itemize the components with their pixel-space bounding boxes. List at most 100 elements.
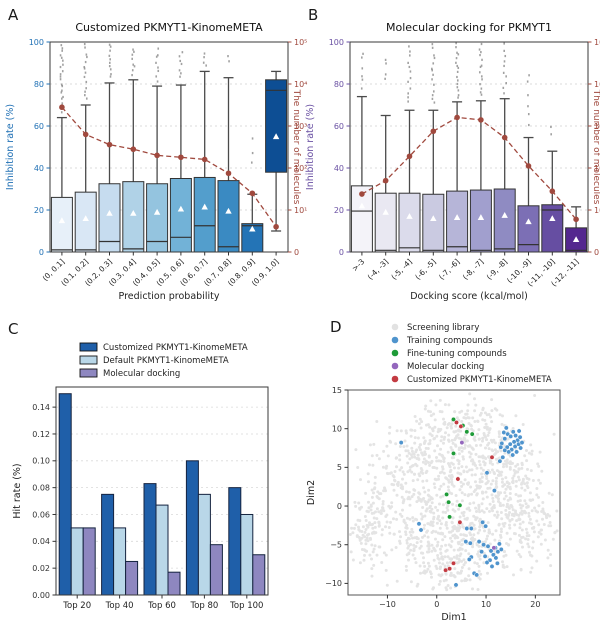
screening-point <box>460 409 464 413</box>
screening-point <box>471 416 475 420</box>
screening-point <box>434 505 438 509</box>
screening-point <box>452 484 456 488</box>
training-point <box>474 572 480 578</box>
screening-point <box>416 453 420 457</box>
screening-point <box>485 537 489 541</box>
screening-point <box>504 487 508 491</box>
screening-point <box>541 501 545 504</box>
y-tick-label: 40 <box>334 164 344 173</box>
screening-point <box>497 470 501 474</box>
screening-point <box>500 517 504 521</box>
screening-point <box>447 433 451 437</box>
screening-point <box>428 506 432 509</box>
screening-point <box>458 554 462 558</box>
screening-point <box>379 509 383 513</box>
screening-point <box>512 474 516 478</box>
screening-point <box>371 522 374 526</box>
screening-point <box>490 420 494 424</box>
outlier-dot <box>61 49 63 52</box>
screening-point <box>536 535 540 539</box>
screening-point <box>490 468 494 472</box>
outlier-dot <box>227 55 229 58</box>
x-axis-label: Dim1 <box>441 612 466 623</box>
count-dot <box>106 141 113 148</box>
screening-point <box>456 458 460 462</box>
legend-item: Molecular docking <box>79 368 180 379</box>
y-tick-label: 20 <box>34 206 44 215</box>
screening-point <box>500 422 504 426</box>
screening-point <box>428 509 432 513</box>
y-tick-right-label: 10⁴ <box>594 80 600 89</box>
screening-point <box>388 439 392 443</box>
screening-point <box>462 558 466 562</box>
screening-point <box>438 452 442 456</box>
screening-point <box>481 468 485 472</box>
screening-point <box>398 539 402 543</box>
screening-point <box>412 549 416 552</box>
screening-point <box>410 428 414 432</box>
screening-point <box>367 506 371 510</box>
screening-point <box>486 521 490 525</box>
screening-point <box>423 407 427 411</box>
screening-point <box>460 484 464 488</box>
screening-point <box>460 511 464 515</box>
screening-point <box>375 420 379 423</box>
screening-point <box>390 482 394 486</box>
y-tick-right-label: 10¹ <box>294 206 307 215</box>
screening-point <box>444 523 448 527</box>
screening-point <box>537 504 541 508</box>
screening-point <box>456 541 460 544</box>
screening-point <box>540 528 543 532</box>
outlier-dot <box>62 63 64 66</box>
screening-point <box>464 549 468 553</box>
screening-point <box>417 422 421 426</box>
screening-point <box>423 569 427 573</box>
screening-point <box>536 462 540 466</box>
screening-point <box>518 518 522 521</box>
count-dot <box>573 216 579 223</box>
screening-point <box>490 493 494 497</box>
screening-point <box>497 435 501 439</box>
screening-point <box>402 445 406 449</box>
screening-point <box>442 460 446 463</box>
screening-point <box>417 445 421 449</box>
screening-point <box>458 559 462 563</box>
screening-point <box>411 553 415 557</box>
bar <box>125 560 139 596</box>
legend-item: Customized PKMYT1-KinomeMETA <box>79 342 248 353</box>
screening-point <box>455 499 459 503</box>
box <box>193 176 216 253</box>
outlier-dot <box>456 70 459 73</box>
screening-point <box>398 541 402 545</box>
screening-point <box>488 427 492 431</box>
bar <box>82 527 96 596</box>
screening-point <box>474 444 478 447</box>
screening-point <box>432 517 436 521</box>
scatter-panel: −10 0 10 20 −10 −5 0 5 10 15 Dim1 Dim2 Screening lib… <box>306 323 561 623</box>
outlier-dot <box>362 52 364 55</box>
screening-point <box>445 548 449 552</box>
outlier-dot <box>85 97 88 100</box>
outlier-dot <box>131 73 133 77</box>
training-point <box>493 555 499 561</box>
screening-library-cloud <box>348 392 559 592</box>
screening-point <box>528 550 531 554</box>
count-dot <box>382 177 389 184</box>
screening-point <box>526 542 530 546</box>
screening-point <box>426 493 430 497</box>
screening-point <box>470 492 474 496</box>
screening-point <box>483 463 487 467</box>
screening-point <box>529 443 533 447</box>
screening-point <box>514 511 518 515</box>
docking-point <box>491 545 497 551</box>
screening-point <box>444 543 448 547</box>
screening-point <box>364 542 368 546</box>
screening-point <box>427 544 431 548</box>
outlier-dot <box>109 58 111 61</box>
screening-point <box>407 558 410 562</box>
screening-point <box>434 564 438 568</box>
screening-point <box>450 539 454 543</box>
screening-point <box>446 485 450 489</box>
screening-point <box>432 511 436 515</box>
